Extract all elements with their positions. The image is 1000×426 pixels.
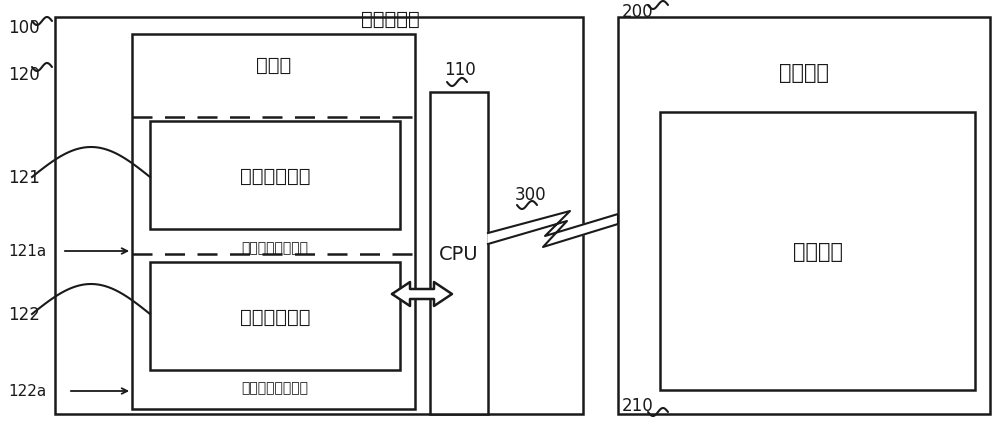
Bar	[132, 35, 415, 409]
Text: 第一引导程序区域: 第一引导程序区域	[242, 240, 308, 254]
Text: 启动引导程序: 启动引导程序	[240, 307, 310, 326]
Polygon shape	[488, 211, 618, 248]
Text: 嵌入式设备: 嵌入式设备	[361, 10, 419, 29]
Text: 210: 210	[622, 396, 654, 414]
Bar	[150, 122, 400, 230]
Bar	[55, 18, 583, 414]
Text: 控制程序: 控制程序	[792, 242, 842, 262]
Text: 121: 121	[8, 169, 40, 187]
Text: CPU: CPU	[439, 244, 479, 263]
Text: 120: 120	[8, 66, 40, 84]
Polygon shape	[392, 282, 452, 306]
Bar	[150, 262, 400, 370]
Text: 122a: 122a	[8, 383, 46, 399]
Text: 100: 100	[8, 19, 40, 37]
Text: 存储器: 存储器	[256, 55, 291, 74]
Text: 200: 200	[622, 3, 654, 21]
Bar	[430, 93, 488, 414]
Text: 第二引导程序区域: 第二引导程序区域	[242, 380, 308, 394]
Bar	[660, 113, 975, 390]
Text: 当前引导程序: 当前引导程序	[240, 166, 310, 185]
Text: 300: 300	[514, 186, 546, 204]
Text: 110: 110	[444, 61, 476, 79]
Text: 121a: 121a	[8, 244, 46, 259]
Bar	[618, 18, 990, 414]
Text: 122: 122	[8, 305, 40, 323]
Text: 控制设备: 控制设备	[779, 63, 829, 83]
